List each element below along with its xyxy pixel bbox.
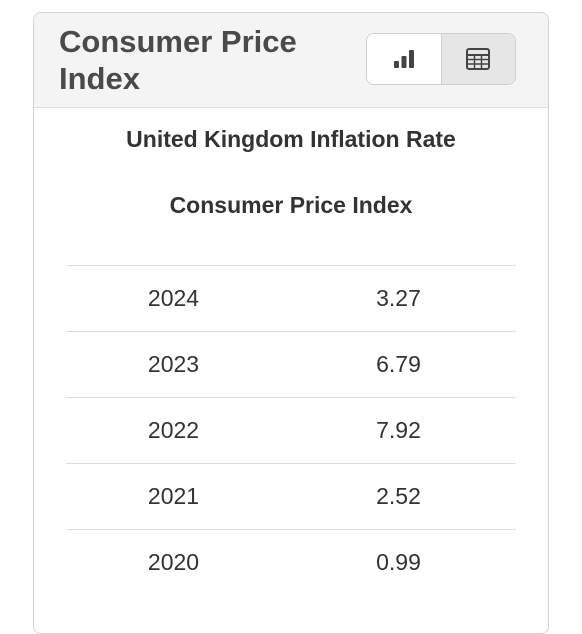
table-view-button[interactable] <box>441 34 515 84</box>
cpi-data-table: 2024 3.27 2023 6.79 2022 7.92 2021 2.52 … <box>66 265 516 595</box>
value-cell: 3.27 <box>281 265 516 332</box>
value-cell: 2.52 <box>281 463 516 530</box>
card-header: Consumer Price Index <box>34 13 548 108</box>
year-cell: 2020 <box>66 529 281 595</box>
chart-title: United Kingdom Inflation Rate <box>126 126 456 152</box>
value-cell: 7.92 <box>281 397 516 464</box>
value-cell: 0.99 <box>281 529 516 595</box>
card-title: Consumer Price Index <box>59 24 297 96</box>
value-cell: 6.79 <box>281 331 516 398</box>
chart-subtitle: Consumer Price Index <box>169 192 413 218</box>
year-cell: 2022 <box>66 397 281 464</box>
year-cell: 2021 <box>66 463 281 530</box>
bar-chart-icon <box>393 50 414 68</box>
table-icon <box>466 48 491 70</box>
table-row: 2023 6.79 <box>66 331 516 398</box>
view-toggle <box>366 33 516 85</box>
year-cell: 2023 <box>66 331 281 398</box>
year-cell: 2024 <box>66 265 281 332</box>
chart-view-button[interactable] <box>367 34 442 84</box>
table-row: 2024 3.27 <box>66 265 516 332</box>
table-row: 2022 7.92 <box>66 397 516 464</box>
table-row: 2021 2.52 <box>66 463 516 530</box>
cpi-card: Consumer Price Index <box>33 12 549 634</box>
table-row: 2020 0.99 <box>66 529 516 595</box>
